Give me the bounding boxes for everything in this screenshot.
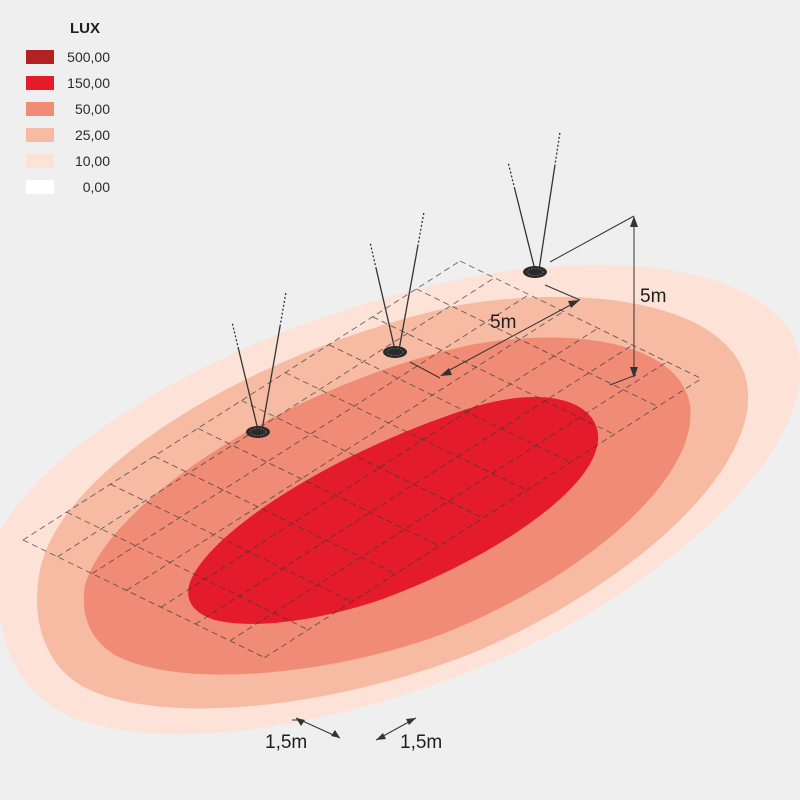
grid-line-cross [153,455,396,575]
legend-row-10: 10,00 [26,153,126,170]
legend-row-500: 500,00 [26,49,126,66]
floor-grid [22,260,702,659]
grid-line-cross [22,539,265,659]
cable-right-a-end [507,161,516,190]
legend-row-50: 50,00 [26,101,126,118]
legend-title: LUX [70,20,100,37]
dimension-arrowheads [296,216,638,740]
legend-swatch [26,154,54,168]
grid-line-cross [416,288,658,407]
legend-value: 0,00 [82,179,110,195]
grid-line-long [91,294,530,574]
legend-value: 150,00 [67,75,110,91]
cable-right-a [514,188,536,271]
legend-value: 500,00 [67,49,110,65]
grid-cell-label-left: 1,5m [265,732,307,753]
grid-line-cross [110,483,353,603]
cable-middle-b-end [417,211,425,247]
luminaire-middle [383,346,407,358]
grid-line-cross [241,400,484,519]
luminaires [246,266,547,438]
suspension-cables [231,131,561,431]
legend-value: 25,00 [74,127,110,143]
grid-line-long [229,361,668,642]
height-label: 5m [640,286,666,307]
zone-150-lux [188,397,599,624]
grid-line-cross [285,372,527,491]
cable-middle-a-end [369,241,377,270]
luminaire-right [523,266,547,278]
grid-line-long [22,260,461,541]
isolux-zones [0,264,800,735]
grid-cell-label-right: 1,5m [400,732,442,753]
grid-line-cross [66,511,309,631]
cable-middle-b [398,246,419,351]
luminaire-left [246,426,270,438]
legend-swatch [26,180,54,194]
cable-left-a [237,348,259,431]
grid-line-long [264,378,702,658]
grid-line-long [57,277,495,558]
cable-left-a-end [231,321,240,350]
legend-value: 10,00 [74,153,110,169]
legend-value: 50,00 [74,101,110,117]
grid-line-cross [328,344,571,463]
grid-line-cross [197,427,440,547]
legend-row-25: 25,00 [26,127,126,144]
legend-swatch [26,128,54,142]
legend-row-150: 150,00 [26,75,126,92]
cable-left-b-end [279,291,287,327]
grid-line-long [195,344,633,625]
grid-line-long [160,327,599,608]
spacing-label: 5m [490,312,516,333]
grid-line-long [126,311,564,591]
cable-right-b [538,166,556,271]
legend-row-0: 0,00 [26,179,126,196]
legend-swatch [26,102,54,116]
grid-line-cross [459,260,702,380]
cable-left-b [261,326,281,431]
legend-swatch [26,50,54,64]
cable-right-b-end [554,131,561,167]
legend-swatch [26,76,54,90]
cable-middle-a [375,268,396,351]
grid-line-cross [372,316,615,435]
